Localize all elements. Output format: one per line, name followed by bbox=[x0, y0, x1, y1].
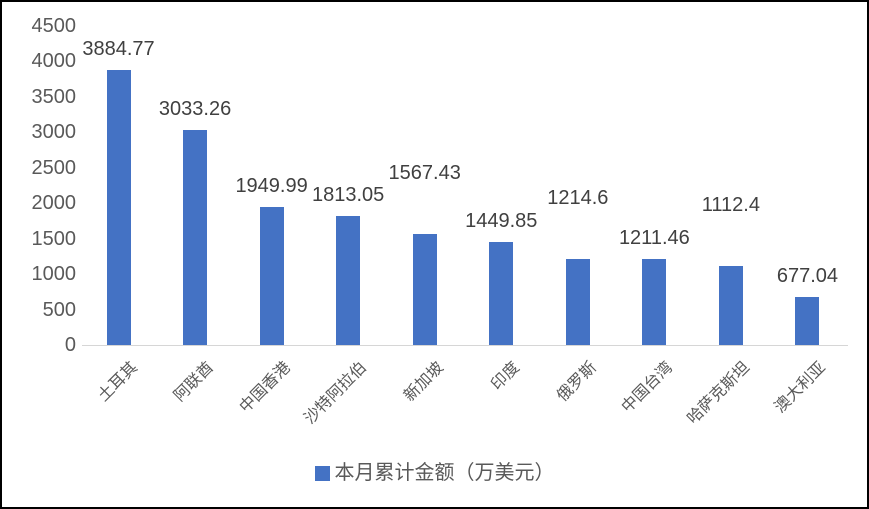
y-tick-label: 3500 bbox=[31, 85, 77, 108]
bar bbox=[565, 258, 590, 345]
bar bbox=[412, 233, 437, 345]
bar bbox=[718, 266, 743, 345]
bar bbox=[795, 297, 820, 345]
bar bbox=[106, 69, 131, 345]
legend: 本月累计金额（万美元） bbox=[2, 462, 867, 484]
y-tick-label: 500 bbox=[42, 298, 76, 321]
legend-label: 本月累计金额（万美元） bbox=[334, 462, 555, 484]
bar-value-label: 1449.85 bbox=[465, 210, 538, 233]
bar-value-label: 1112.4 bbox=[701, 194, 760, 217]
bar bbox=[259, 206, 284, 345]
bar bbox=[336, 216, 361, 345]
y-tick-label: 0 bbox=[64, 334, 76, 356]
legend-swatch-icon bbox=[314, 465, 330, 481]
bar-value-label: 3033.26 bbox=[158, 97, 232, 120]
y-tick-label: 2500 bbox=[31, 156, 77, 179]
bar-value-label: 677.04 bbox=[776, 265, 839, 287]
y-tick-label: 1500 bbox=[31, 227, 77, 250]
y-tick-label: 4500 bbox=[31, 15, 77, 37]
bar bbox=[183, 129, 208, 345]
bar bbox=[489, 242, 514, 345]
y-tick-label: 2000 bbox=[31, 192, 77, 215]
bar-value-label: 1211.46 bbox=[618, 227, 690, 250]
bar-value-label: 1813.05 bbox=[311, 184, 385, 207]
bar-value-label: 1567.43 bbox=[388, 161, 461, 184]
y-tick-label: 4000 bbox=[31, 50, 77, 73]
y-tick-label: 3000 bbox=[31, 121, 77, 144]
bar-value-label: 1214.6 bbox=[547, 186, 609, 209]
x-axis-line bbox=[82, 345, 848, 346]
bar-value-label: 1949.99 bbox=[235, 174, 308, 197]
y-tick-label: 1000 bbox=[31, 263, 77, 286]
bar bbox=[642, 259, 667, 345]
bar-value-label: 3884.77 bbox=[82, 37, 155, 60]
x-category-label: 土耳其 bbox=[94, 359, 141, 405]
